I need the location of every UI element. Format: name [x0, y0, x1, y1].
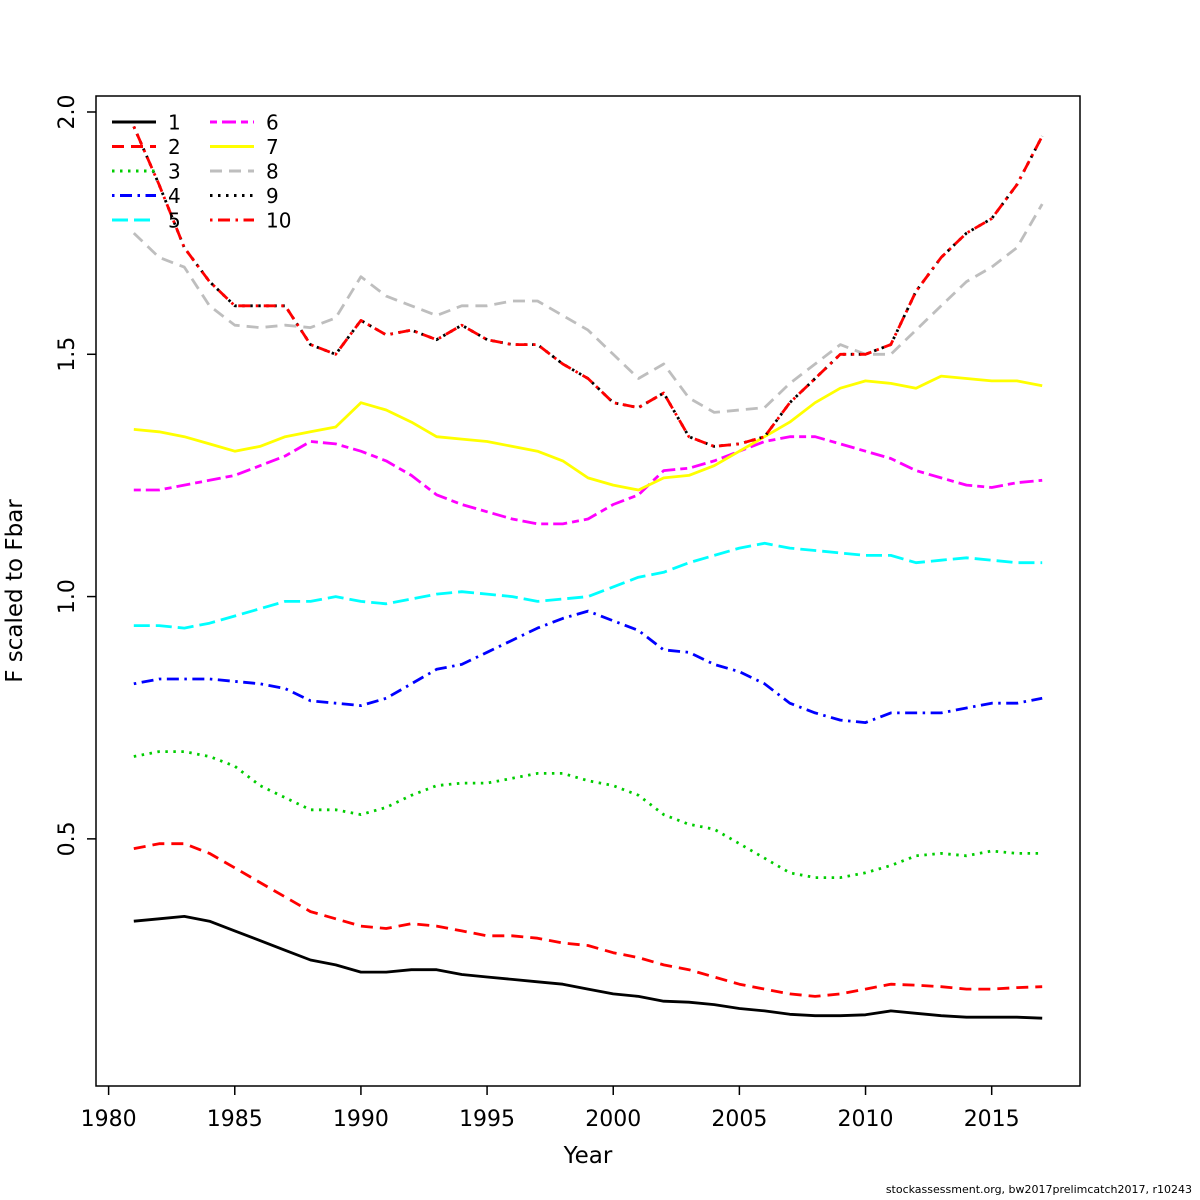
x-tick-label: 1980 — [81, 1107, 137, 1132]
y-tick-label: 2.0 — [55, 94, 80, 129]
series-line-1 — [133, 915, 1043, 1020]
legend-label-4: 4 — [168, 184, 181, 208]
series-line-8 — [132, 203, 1044, 414]
y-axis-label: F scaled to Fbar — [2, 499, 28, 683]
x-tick-label: 2000 — [585, 1107, 641, 1132]
legend-label-7: 7 — [266, 135, 279, 159]
x-tick-label: 1995 — [459, 1107, 515, 1132]
series-line-3 — [133, 750, 1043, 879]
legend-label-3: 3 — [168, 160, 181, 184]
series-line-10 — [132, 125, 1044, 448]
x-tick-label: 1990 — [333, 1107, 389, 1132]
x-tick-label: 1985 — [207, 1107, 263, 1132]
series-line-5 — [133, 541, 1043, 630]
series-line-2 — [133, 842, 1043, 998]
legend-label-5: 5 — [168, 209, 181, 233]
plot-border — [95, 95, 1081, 1087]
series-line-6 — [133, 435, 1043, 526]
x-tick-label: 2015 — [964, 1107, 1020, 1132]
y-tick-label: 1.5 — [55, 337, 80, 372]
footer-credit: stockassessment.org, bw2017prelimcatch20… — [885, 1183, 1192, 1196]
y-tick-label: 1.0 — [55, 579, 80, 614]
legend-label-6: 6 — [266, 111, 279, 135]
y-tick-label: 0.5 — [55, 821, 80, 856]
series-line-7 — [133, 374, 1043, 492]
x-tick-label: 2005 — [711, 1107, 767, 1132]
legend-label-2: 2 — [168, 135, 181, 159]
x-tick-label: 2010 — [838, 1107, 894, 1132]
series-line-4 — [133, 609, 1043, 724]
legend-label-10: 10 — [266, 209, 291, 233]
x-axis-label: Year — [563, 1143, 613, 1169]
legend-label-9: 9 — [266, 184, 279, 208]
legend-label-8: 8 — [266, 160, 279, 184]
legend-label-1: 1 — [168, 111, 181, 135]
